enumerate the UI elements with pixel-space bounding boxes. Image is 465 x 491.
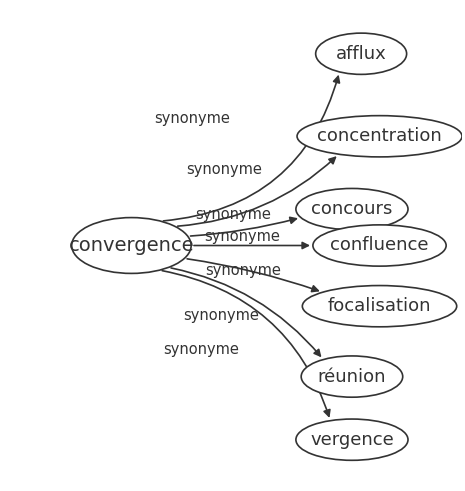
- Text: focalisation: focalisation: [328, 297, 431, 315]
- Text: synonyme: synonyme: [186, 162, 262, 177]
- Text: synonyme: synonyme: [205, 263, 281, 278]
- Text: synonyme: synonyme: [163, 342, 239, 357]
- Ellipse shape: [302, 286, 457, 327]
- Text: synonyme: synonyme: [184, 308, 259, 323]
- Ellipse shape: [296, 419, 408, 460]
- Text: vergence: vergence: [310, 431, 394, 449]
- Text: convergence: convergence: [69, 236, 194, 255]
- Text: réunion: réunion: [318, 368, 386, 385]
- Text: concours: concours: [311, 200, 392, 218]
- Text: synonyme: synonyme: [204, 229, 280, 244]
- Ellipse shape: [316, 33, 406, 74]
- Ellipse shape: [296, 189, 408, 230]
- FancyArrowPatch shape: [171, 268, 320, 356]
- FancyArrowPatch shape: [178, 158, 335, 226]
- FancyArrowPatch shape: [191, 218, 296, 236]
- Text: concentration: concentration: [317, 127, 442, 145]
- Text: synonyme: synonyme: [195, 207, 271, 221]
- FancyArrowPatch shape: [187, 259, 318, 292]
- Text: confluence: confluence: [330, 237, 429, 254]
- FancyArrowPatch shape: [162, 271, 330, 416]
- Text: synonyme: synonyme: [154, 111, 230, 126]
- Ellipse shape: [301, 356, 403, 397]
- Ellipse shape: [297, 116, 462, 157]
- Ellipse shape: [313, 225, 446, 266]
- Text: afflux: afflux: [336, 45, 386, 63]
- FancyArrowPatch shape: [163, 76, 339, 221]
- Ellipse shape: [72, 218, 191, 273]
- FancyArrowPatch shape: [194, 243, 308, 248]
